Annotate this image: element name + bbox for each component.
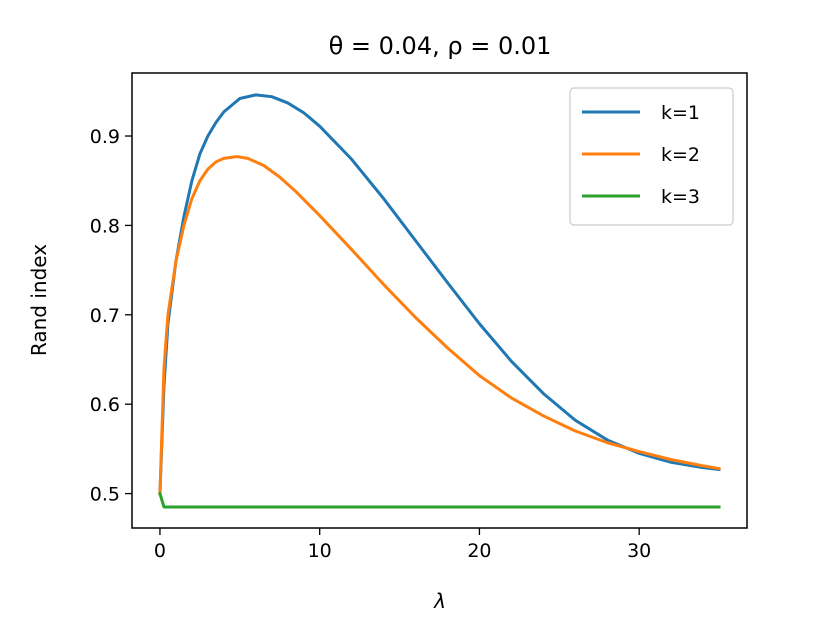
y-tick-label: 0.7 — [90, 305, 120, 327]
legend: k=1 k=2 k=3 — [569, 87, 734, 226]
series-layer — [158, 93, 721, 509]
x-tick-label: 30 — [627, 540, 651, 562]
y-tick-label: 0.8 — [90, 215, 120, 237]
series-line-k2 — [158, 155, 721, 496]
y-axis-label: Rand index — [27, 244, 51, 356]
y-axis-ticks: 0.5 0.6 0.7 0.8 0.9 — [90, 126, 132, 506]
y-tick-label: 0.9 — [90, 126, 120, 148]
x-tick-label: 20 — [467, 540, 491, 562]
chart-title: θ = 0.04, ρ = 0.01 — [329, 32, 552, 60]
legend-label-k1: k=1 — [661, 102, 700, 124]
x-axis-ticks: 0 10 20 30 — [154, 528, 651, 562]
legend-label-k2: k=2 — [661, 144, 700, 166]
x-axis-label: λ — [433, 589, 446, 613]
plot-frame — [131, 72, 748, 529]
x-tick-label: 0 — [154, 540, 166, 562]
series-line-k3 — [158, 491, 721, 509]
y-tick-label: 0.6 — [90, 394, 120, 416]
x-tick-label: 10 — [308, 540, 332, 562]
y-tick-label: 0.5 — [90, 484, 120, 506]
legend-box — [569, 87, 734, 226]
legend-label-k3: k=3 — [661, 186, 700, 208]
series-line-k1 — [158, 93, 721, 496]
